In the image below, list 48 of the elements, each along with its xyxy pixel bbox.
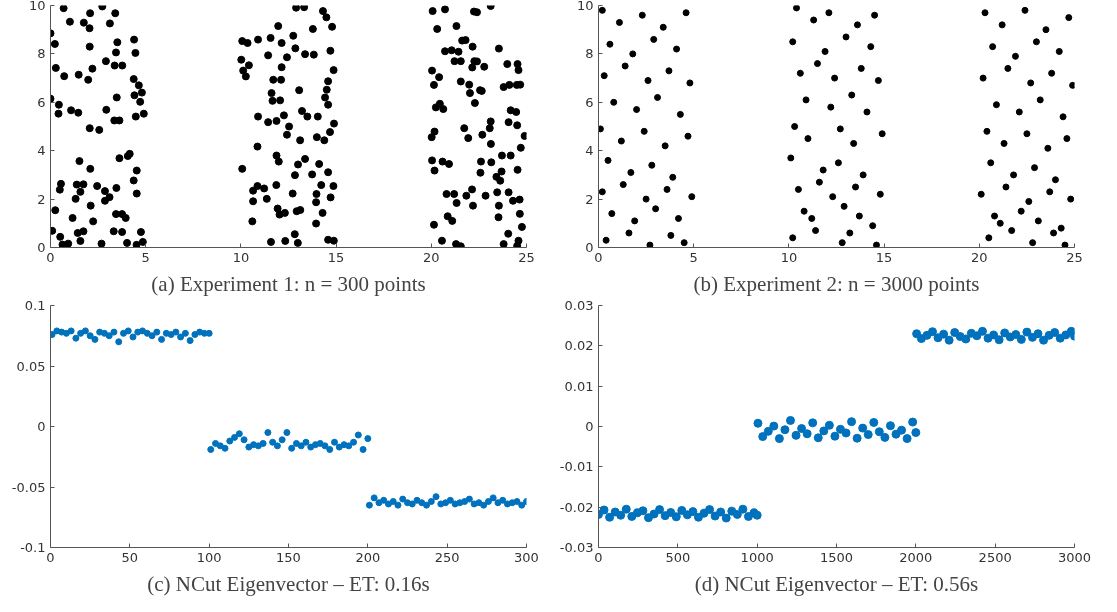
x-tick-label: 15 [875, 249, 893, 265]
y-tick-label: 6 [585, 94, 594, 110]
y-tick-label: -0.1 [20, 540, 46, 555]
y-tick-label: 0.02 [564, 338, 594, 354]
y-tick-label: 10 [28, 0, 46, 13]
y-tick-label: 6 [37, 94, 46, 110]
x-tick-label: 150 [276, 549, 301, 565]
y-tick-label: 0.03 [564, 298, 594, 313]
x-tick-label: 250 [434, 549, 460, 565]
y-tick-label: 0.1 [24, 298, 46, 313]
text: (c) NCut Eigenvector – ET: 0.16s [147, 571, 430, 596]
x-tick-label: 100 [196, 549, 222, 565]
text: (d) NCut Eigenvector – ET: 0.56s [694, 571, 979, 596]
y-tick-label: 0 [585, 419, 594, 434]
x-tick-label: 2000 [899, 549, 933, 565]
x-tick-label: 3000 [1057, 549, 1092, 565]
x-tick-label: 10 [232, 249, 250, 265]
x-tick-label: 5 [689, 249, 698, 265]
x-tick-label: 500 [665, 549, 691, 565]
text: (b) Experiment 2: n = 3000 points [693, 271, 980, 296]
x-tick-label: 15 [327, 249, 345, 265]
x-tick-label: 5 [141, 249, 150, 265]
y-tick-label: 2 [37, 191, 46, 207]
y-tick-label: 0.01 [564, 378, 594, 394]
y-tick-label: 4 [585, 143, 594, 159]
y-tick-label: 10 [576, 0, 594, 13]
y-tick-label: 8 [585, 46, 594, 62]
x-tick-label: 1000 [740, 549, 774, 565]
text: (a) Experiment 1: n = 300 points [151, 271, 426, 296]
x-tick-label: 20 [971, 249, 988, 265]
y-tick-label: 8 [37, 46, 46, 62]
y-tick-label: -0.05 [11, 479, 46, 495]
y-tick-label: -0.02 [559, 499, 594, 515]
y-tick-label: -0.03 [559, 540, 594, 555]
y-tick-label: -0.01 [559, 459, 594, 475]
x-tick-label: 200 [355, 549, 381, 565]
y-tick-label: 0 [37, 419, 46, 434]
x-tick-label: 25 [518, 249, 535, 265]
y-tick-label: 0.05 [16, 358, 46, 374]
x-tick-label: 2500 [978, 549, 1012, 565]
x-tick-label: 10 [780, 249, 798, 265]
y-tick-label: 4 [37, 143, 46, 159]
y-tick-label: 2 [585, 191, 594, 207]
x-tick-label: 1500 [819, 549, 854, 565]
x-tick-label: 300 [514, 549, 539, 565]
x-tick-label: 20 [423, 249, 440, 265]
x-tick-label: 50 [121, 549, 139, 565]
x-tick-label: 25 [1066, 249, 1083, 265]
